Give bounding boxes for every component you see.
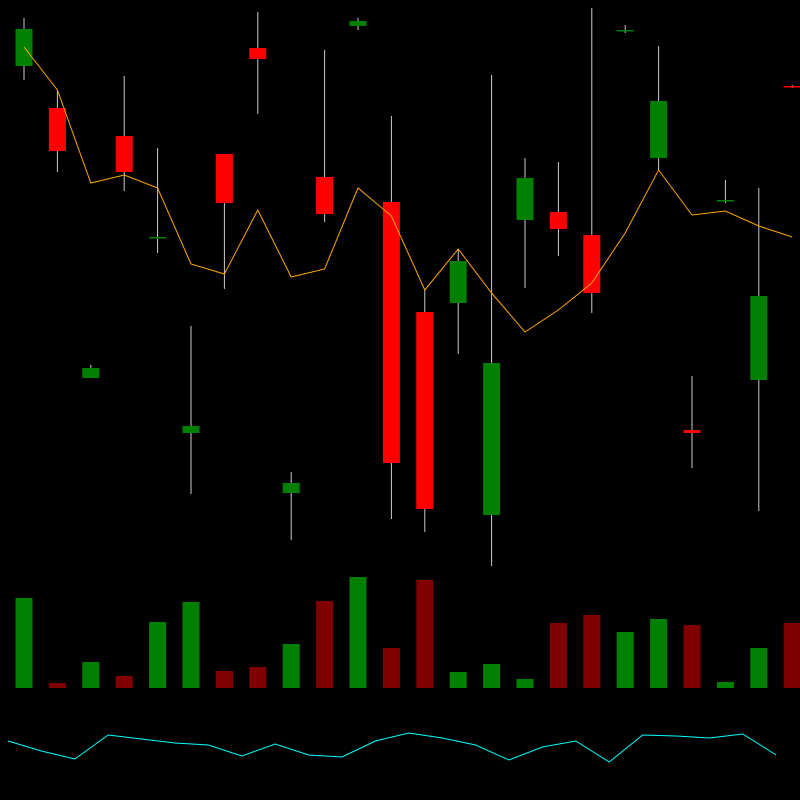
candle-body [616, 30, 634, 32]
volume-bar [549, 623, 567, 688]
candle-body [282, 483, 300, 493]
candle-body [48, 108, 66, 151]
candle-body [583, 235, 601, 293]
candle-body [215, 154, 233, 203]
volume-bar [48, 683, 66, 688]
volume-bar [516, 679, 534, 688]
volume-bar [82, 662, 100, 688]
candle-body [750, 296, 768, 380]
volume-bar [716, 682, 734, 688]
indicator-line [7, 732, 777, 763]
candle-body [449, 261, 467, 303]
volume-bar [449, 672, 467, 688]
volume-bar [15, 598, 33, 688]
volume-bar [149, 622, 167, 688]
candle-body [650, 101, 668, 158]
candle-body [416, 312, 434, 509]
candle-body [382, 202, 400, 463]
candle-body [82, 368, 100, 378]
candle-body [316, 177, 334, 214]
volume-bar [215, 671, 233, 688]
volume-bar [182, 602, 200, 688]
candle-body [483, 363, 501, 515]
volume-bar [249, 667, 267, 688]
volume-bar [750, 648, 768, 688]
moving-average [23, 46, 793, 333]
candle-body [683, 430, 701, 433]
volume-bar [416, 580, 434, 688]
candle-body [516, 178, 534, 220]
candle-body [716, 200, 734, 202]
volume-bar [650, 619, 668, 688]
volume-bar [115, 676, 133, 688]
volume-bar [683, 625, 701, 688]
candle-body [182, 426, 200, 433]
volume-bar [616, 632, 634, 688]
candle-body [549, 212, 567, 229]
volume-bar [783, 623, 800, 688]
volume-bar [349, 577, 367, 688]
candle-body [249, 48, 267, 59]
candle-body [783, 86, 800, 88]
candle-body [115, 136, 133, 172]
volume-bar [483, 664, 501, 688]
candle-body [149, 237, 167, 239]
volume-bar [583, 615, 601, 688]
volume-bar [316, 601, 334, 688]
candle-body [349, 21, 367, 26]
volume-bar [382, 648, 400, 688]
volume-bar [282, 644, 300, 688]
